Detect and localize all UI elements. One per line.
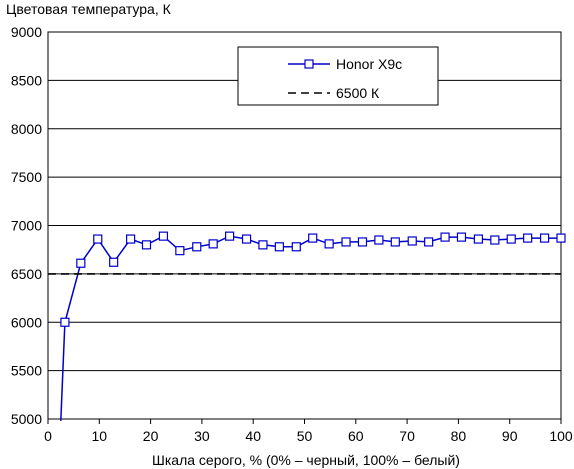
x-tick-label: 50	[297, 428, 313, 444]
data-point	[208, 239, 218, 249]
x-tick-label: 80	[451, 428, 467, 444]
data-point	[341, 237, 351, 247]
legend-label: 6500 К	[336, 85, 380, 101]
data-point	[374, 235, 384, 245]
x-tick-label: 90	[502, 428, 518, 444]
data-point	[158, 231, 169, 241]
data-point	[175, 246, 185, 256]
data-point	[76, 258, 86, 268]
chart-title: Цветовая температура, К	[6, 1, 172, 17]
data-point	[357, 237, 368, 247]
data-point	[93, 234, 103, 244]
data-point	[407, 236, 417, 246]
y-tick-label: 7500	[11, 169, 42, 185]
x-tick-label: 40	[245, 428, 261, 444]
y-tick-label: 6500	[11, 266, 42, 282]
legend: Honor X9c 6500 К	[237, 46, 439, 106]
y-tick-label: 7000	[11, 218, 42, 234]
data-point	[390, 237, 400, 247]
data-point	[473, 234, 484, 244]
series-line	[60, 235, 561, 421]
y-tick-label: 5000	[11, 411, 42, 427]
x-tick-label: 30	[194, 428, 210, 444]
data-point	[274, 242, 284, 252]
y-tick-label: 6000	[11, 314, 42, 330]
legend-box	[237, 46, 439, 106]
y-tick-label: 5500	[11, 363, 42, 379]
data-point	[440, 232, 450, 242]
y-tick-label: 9000	[11, 24, 42, 40]
y-tick-label: 8500	[11, 72, 42, 88]
data-point	[258, 240, 268, 250]
data-point	[539, 233, 550, 243]
data-point	[192, 242, 202, 252]
data-point	[125, 234, 136, 244]
x-tick-label: 0	[44, 428, 52, 444]
legend-label: Honor X9c	[336, 56, 402, 72]
data-point	[60, 317, 70, 327]
y-tick-label: 8000	[11, 121, 42, 137]
x-axis: 0 10 20 30 40 50 60 70 80 90 100	[44, 419, 573, 444]
x-tick-label: 10	[92, 428, 108, 444]
data-point	[109, 257, 119, 267]
data-point	[141, 240, 152, 250]
data-point	[424, 237, 434, 247]
data-point	[308, 233, 318, 243]
x-tick-label: 70	[399, 428, 415, 444]
x-axis-label: Шкала серого, % (0% – черный, 100% – бел…	[152, 452, 460, 468]
data-point	[490, 235, 500, 245]
x-tick-label: 100	[549, 428, 573, 444]
data-point	[556, 233, 566, 243]
data-point	[456, 232, 467, 242]
data-point	[324, 239, 334, 249]
series-layer	[48, 231, 566, 421]
data-point	[291, 242, 301, 252]
x-tick-label: 60	[348, 428, 364, 444]
data-point	[506, 234, 516, 244]
data-point	[523, 233, 533, 243]
data-point	[225, 231, 235, 241]
legend-marker	[304, 59, 314, 69]
data-point	[241, 234, 252, 244]
y-axis: 5000 5500 6000 6500 7000 7500 8000 8500 9000	[11, 24, 42, 427]
x-tick-label: 20	[143, 428, 159, 444]
